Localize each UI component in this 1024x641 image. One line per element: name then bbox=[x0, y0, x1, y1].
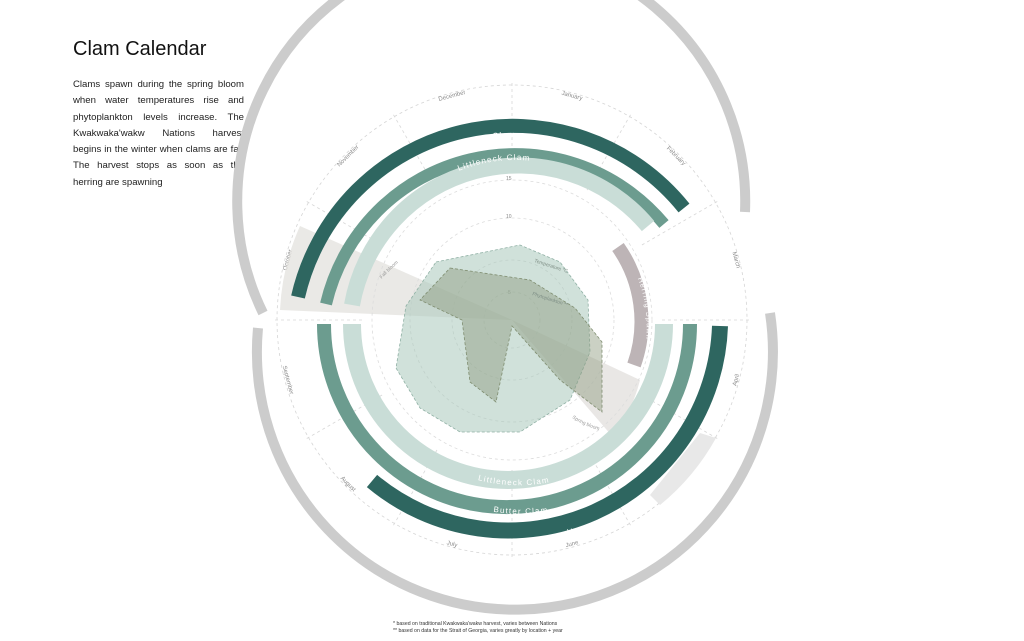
month-label-march: March bbox=[730, 251, 740, 269]
butter-clam-band-lower bbox=[317, 323, 697, 514]
footnote-georgia: ** based on data for the Strait of Georg… bbox=[393, 628, 563, 634]
footnote-harvest: * based on traditional Kwakwaka'wakw har… bbox=[393, 621, 558, 627]
month-label-january: January bbox=[561, 91, 583, 102]
phytoplankton-shape bbox=[419, 267, 603, 413]
spring-bloom-label: Spring bloom bbox=[571, 415, 600, 432]
littleneck-clam-band-upper bbox=[344, 157, 655, 307]
butter-clam-band-upper bbox=[320, 148, 669, 306]
month-label-august: August bbox=[339, 476, 357, 494]
month-label-november: November bbox=[336, 144, 360, 168]
month-label-april: April bbox=[732, 374, 741, 387]
may-highlight bbox=[650, 433, 716, 505]
month-label-september: September bbox=[281, 365, 294, 395]
month-label-june: June bbox=[565, 540, 580, 549]
spawning-season-label: Spawning Season bbox=[467, 588, 553, 601]
spawning-season-ring bbox=[251, 312, 778, 615]
harvest-season-label: Harvest Season bbox=[474, 21, 551, 34]
horse-clam-band-upper bbox=[291, 118, 690, 299]
harvest-season-ring bbox=[232, 0, 751, 316]
month-tick bbox=[303, 199, 383, 246]
month-tick bbox=[641, 394, 721, 441]
littleneck-clam-band-lower bbox=[343, 323, 673, 489]
month-label-february: February bbox=[665, 146, 686, 167]
page-title: Clam Calendar bbox=[73, 38, 207, 60]
temperature-shape bbox=[395, 244, 591, 433]
scale-label-10: 10 bbox=[506, 214, 512, 220]
intro-paragraph: Clams spawn during the spring bloom when… bbox=[73, 79, 244, 188]
month-label-december: December bbox=[438, 90, 466, 103]
month-tick bbox=[641, 199, 721, 246]
butter-clam-label-lower: Butter Clam bbox=[493, 505, 549, 516]
herring-spawn-band bbox=[612, 242, 649, 368]
horse-clam-band-lower bbox=[366, 325, 728, 539]
month-label-july: July bbox=[446, 540, 458, 549]
scale-label-15: 15 bbox=[506, 176, 512, 182]
